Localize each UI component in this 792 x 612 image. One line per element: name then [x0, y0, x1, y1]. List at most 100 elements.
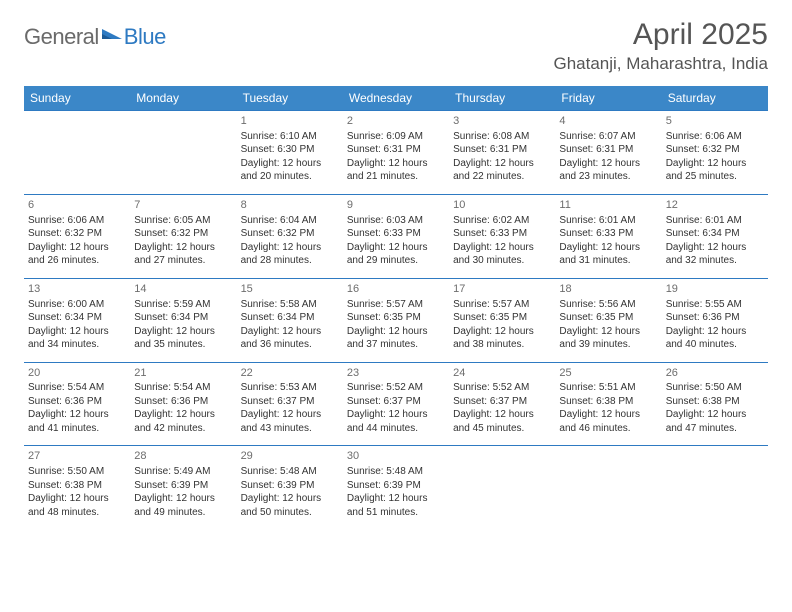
sunrise-line: Sunrise: 6:04 AM [241, 214, 339, 228]
sunset-line: Sunset: 6:39 PM [134, 479, 232, 493]
daylight-line: Daylight: 12 hours and 47 minutes. [666, 408, 764, 435]
daylight-line: Daylight: 12 hours and 44 minutes. [347, 408, 445, 435]
day-number: 16 [347, 282, 445, 297]
calendar-cell: 30Sunrise: 5:48 AMSunset: 6:39 PMDayligh… [343, 446, 449, 529]
sunrise-line: Sunrise: 5:48 AM [347, 465, 445, 479]
sunrise-line: Sunrise: 6:06 AM [666, 130, 764, 144]
sunrise-line: Sunrise: 5:54 AM [134, 381, 232, 395]
sunset-line: Sunset: 6:32 PM [666, 143, 764, 157]
sunrise-line: Sunrise: 6:05 AM [134, 214, 232, 228]
day-number: 30 [347, 449, 445, 464]
daylight-line: Daylight: 12 hours and 41 minutes. [28, 408, 126, 435]
sunrise-line: Sunrise: 5:57 AM [453, 298, 551, 312]
sunset-line: Sunset: 6:36 PM [666, 311, 764, 325]
sunrise-line: Sunrise: 6:00 AM [28, 298, 126, 312]
sunset-line: Sunset: 6:33 PM [453, 227, 551, 241]
daylight-line: Daylight: 12 hours and 37 minutes. [347, 325, 445, 352]
daylight-line: Daylight: 12 hours and 26 minutes. [28, 241, 126, 268]
sunset-line: Sunset: 6:34 PM [134, 311, 232, 325]
sunrise-line: Sunrise: 5:53 AM [241, 381, 339, 395]
daylight-line: Daylight: 12 hours and 43 minutes. [241, 408, 339, 435]
calendar-cell: 24Sunrise: 5:52 AMSunset: 6:37 PMDayligh… [449, 362, 555, 446]
sunset-line: Sunset: 6:35 PM [347, 311, 445, 325]
day-number: 25 [559, 366, 657, 381]
day-number: 11 [559, 198, 657, 213]
calendar-cell: 28Sunrise: 5:49 AMSunset: 6:39 PMDayligh… [130, 446, 236, 529]
sunrise-line: Sunrise: 5:49 AM [134, 465, 232, 479]
daylight-line: Daylight: 12 hours and 46 minutes. [559, 408, 657, 435]
calendar-cell: 23Sunrise: 5:52 AMSunset: 6:37 PMDayligh… [343, 362, 449, 446]
sunset-line: Sunset: 6:38 PM [28, 479, 126, 493]
sunset-line: Sunset: 6:37 PM [453, 395, 551, 409]
sunrise-line: Sunrise: 5:50 AM [666, 381, 764, 395]
sunrise-line: Sunrise: 5:48 AM [241, 465, 339, 479]
sunrise-line: Sunrise: 5:59 AM [134, 298, 232, 312]
calendar-week-row: 20Sunrise: 5:54 AMSunset: 6:36 PMDayligh… [24, 362, 768, 446]
calendar-cell: 10Sunrise: 6:02 AMSunset: 6:33 PMDayligh… [449, 194, 555, 278]
calendar-cell: 8Sunrise: 6:04 AMSunset: 6:32 PMDaylight… [237, 194, 343, 278]
sunset-line: Sunset: 6:34 PM [28, 311, 126, 325]
calendar-cell: 6Sunrise: 6:06 AMSunset: 6:32 PMDaylight… [24, 194, 130, 278]
sunrise-line: Sunrise: 6:08 AM [453, 130, 551, 144]
calendar-week-row: 13Sunrise: 6:00 AMSunset: 6:34 PMDayligh… [24, 278, 768, 362]
day-number: 9 [347, 198, 445, 213]
location-label: Ghatanji, Maharashtra, India [553, 54, 768, 74]
day-number: 18 [559, 282, 657, 297]
calendar-cell: 12Sunrise: 6:01 AMSunset: 6:34 PMDayligh… [662, 194, 768, 278]
page-title: April 2025 [553, 18, 768, 52]
logo: General Blue [24, 18, 166, 50]
sunset-line: Sunset: 6:30 PM [241, 143, 339, 157]
calendar-cell: 3Sunrise: 6:08 AMSunset: 6:31 PMDaylight… [449, 111, 555, 195]
calendar-cell: 1Sunrise: 6:10 AMSunset: 6:30 PMDaylight… [237, 111, 343, 195]
daylight-line: Daylight: 12 hours and 45 minutes. [453, 408, 551, 435]
sunset-line: Sunset: 6:36 PM [28, 395, 126, 409]
daylight-line: Daylight: 12 hours and 25 minutes. [666, 157, 764, 184]
sunset-line: Sunset: 6:35 PM [559, 311, 657, 325]
sunset-line: Sunset: 6:31 PM [559, 143, 657, 157]
sunset-line: Sunset: 6:36 PM [134, 395, 232, 409]
daylight-line: Daylight: 12 hours and 51 minutes. [347, 492, 445, 519]
sunrise-line: Sunrise: 5:50 AM [28, 465, 126, 479]
calendar-cell: 21Sunrise: 5:54 AMSunset: 6:36 PMDayligh… [130, 362, 236, 446]
sunset-line: Sunset: 6:34 PM [666, 227, 764, 241]
sunset-line: Sunset: 6:33 PM [559, 227, 657, 241]
daylight-line: Daylight: 12 hours and 23 minutes. [559, 157, 657, 184]
daylight-line: Daylight: 12 hours and 39 minutes. [559, 325, 657, 352]
sunset-line: Sunset: 6:38 PM [559, 395, 657, 409]
calendar-cell: 14Sunrise: 5:59 AMSunset: 6:34 PMDayligh… [130, 278, 236, 362]
sunrise-line: Sunrise: 5:52 AM [347, 381, 445, 395]
daylight-line: Daylight: 12 hours and 50 minutes. [241, 492, 339, 519]
calendar-week-row: 1Sunrise: 6:10 AMSunset: 6:30 PMDaylight… [24, 111, 768, 195]
sunset-line: Sunset: 6:31 PM [453, 143, 551, 157]
logo-word1: General [24, 24, 99, 50]
calendar-week-row: 6Sunrise: 6:06 AMSunset: 6:32 PMDaylight… [24, 194, 768, 278]
day-number: 20 [28, 366, 126, 381]
day-number: 7 [134, 198, 232, 213]
daylight-line: Daylight: 12 hours and 35 minutes. [134, 325, 232, 352]
sunset-line: Sunset: 6:34 PM [241, 311, 339, 325]
daylight-line: Daylight: 12 hours and 34 minutes. [28, 325, 126, 352]
calendar-cell: 27Sunrise: 5:50 AMSunset: 6:38 PMDayligh… [24, 446, 130, 529]
sunset-line: Sunset: 6:35 PM [453, 311, 551, 325]
day-number: 12 [666, 198, 764, 213]
daylight-line: Daylight: 12 hours and 29 minutes. [347, 241, 445, 268]
calendar-cell: 11Sunrise: 6:01 AMSunset: 6:33 PMDayligh… [555, 194, 661, 278]
day-number: 19 [666, 282, 764, 297]
calendar-cell [555, 446, 661, 529]
day-number: 5 [666, 114, 764, 129]
logo-flag-icon [102, 25, 122, 46]
calendar-week-row: 27Sunrise: 5:50 AMSunset: 6:38 PMDayligh… [24, 446, 768, 529]
daylight-line: Daylight: 12 hours and 38 minutes. [453, 325, 551, 352]
calendar-cell: 7Sunrise: 6:05 AMSunset: 6:32 PMDaylight… [130, 194, 236, 278]
col-sunday: Sunday [24, 86, 130, 111]
daylight-line: Daylight: 12 hours and 48 minutes. [28, 492, 126, 519]
sunset-line: Sunset: 6:33 PM [347, 227, 445, 241]
calendar-cell [449, 446, 555, 529]
calendar-cell [24, 111, 130, 195]
day-number: 21 [134, 366, 232, 381]
sunset-line: Sunset: 6:37 PM [347, 395, 445, 409]
sunrise-line: Sunrise: 6:01 AM [559, 214, 657, 228]
logo-word2: Blue [124, 24, 166, 50]
sunset-line: Sunset: 6:31 PM [347, 143, 445, 157]
calendar-cell: 2Sunrise: 6:09 AMSunset: 6:31 PMDaylight… [343, 111, 449, 195]
